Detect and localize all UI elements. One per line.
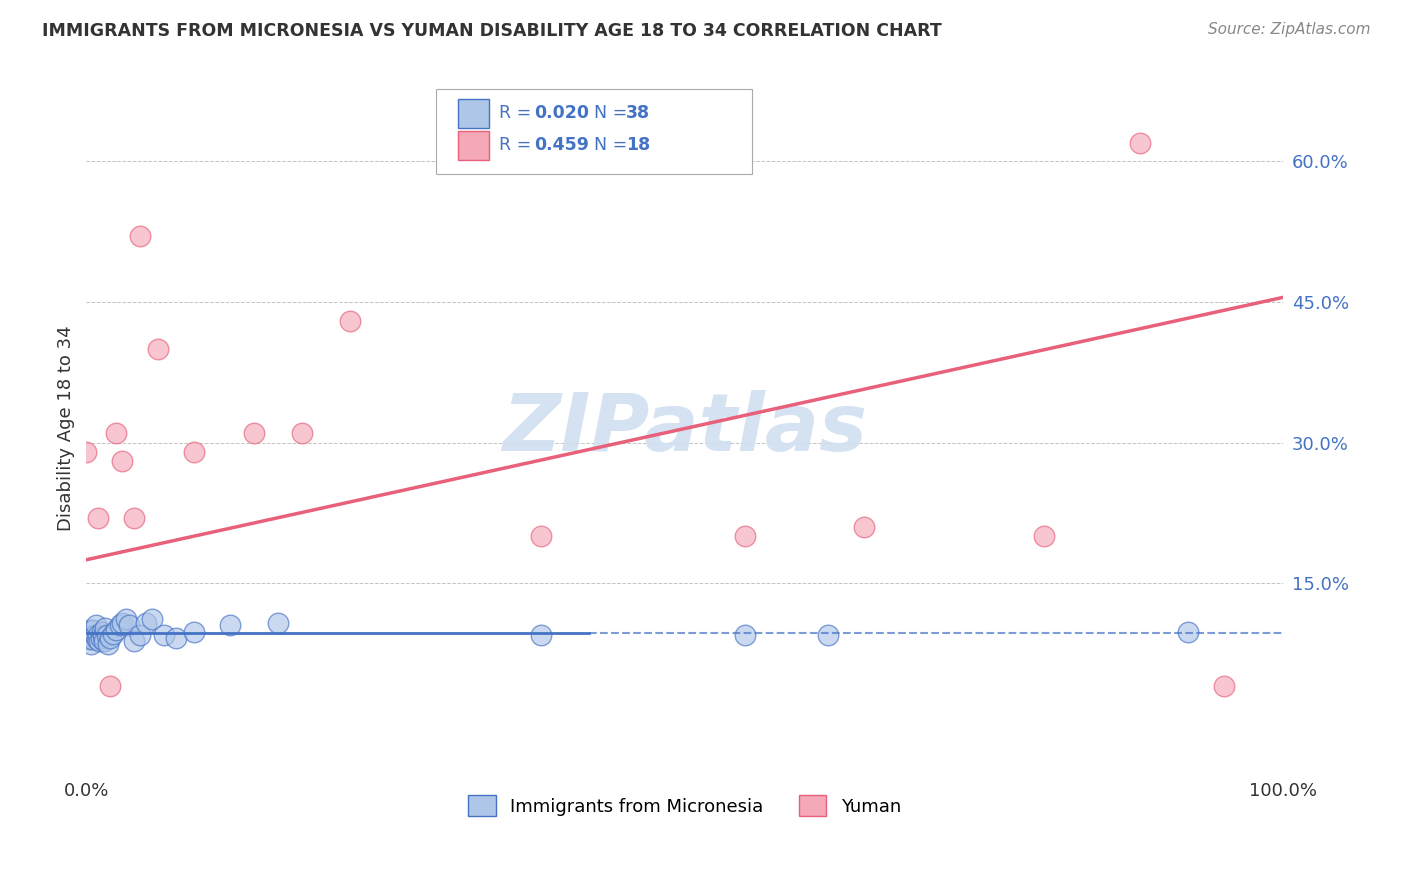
Point [141,612,163,626]
Point [90,631,112,645]
Legend: Immigrants from Micronesia, Yuman: Immigrants from Micronesia, Yuman [461,788,908,823]
Point [853,520,876,534]
Point [114,612,136,626]
Text: ZIPatlas: ZIPatlas [502,390,868,467]
Text: N =: N = [583,136,633,154]
Point [82,632,104,647]
Point [84,618,107,632]
Point [530,628,553,642]
Point [122,634,145,648]
Point [89,634,111,648]
Point [79,623,101,637]
Point [86,632,108,647]
Point [75,445,97,459]
Point [734,529,756,543]
Text: R =: R = [499,104,537,122]
Point [108,618,131,632]
Point [83,628,105,642]
Point [129,628,152,642]
Text: IMMIGRANTS FROM MICRONESIA VS YUMAN DISABILITY AGE 18 TO 34 CORRELATION CHART: IMMIGRANTS FROM MICRONESIA VS YUMAN DISA… [42,22,942,40]
Point [734,628,756,642]
Y-axis label: Disability Age 18 to 34: Disability Age 18 to 34 [58,326,75,532]
Point [1129,136,1152,150]
Point [111,454,134,468]
Point [105,426,128,441]
Point [91,629,114,643]
Text: Source: ZipAtlas.com: Source: ZipAtlas.com [1208,22,1371,37]
Text: R =: R = [499,136,537,154]
Point [530,529,553,543]
Point [98,631,121,645]
Point [129,229,152,244]
Point [111,615,134,630]
Point [97,637,120,651]
Point [339,314,361,328]
Point [267,615,290,630]
Point [165,631,187,645]
Text: 0.020: 0.020 [534,104,589,122]
Point [291,426,314,441]
Text: 18: 18 [626,136,650,154]
Point [82,623,104,637]
Point [77,632,100,647]
Point [122,510,145,524]
Point [1212,679,1234,693]
Point [98,679,121,693]
Point [146,342,169,356]
Point [90,624,112,639]
Point [243,426,266,441]
Point [1177,624,1199,639]
Point [183,445,205,459]
Point [105,623,128,637]
Point [153,628,176,642]
Point [817,628,839,642]
Text: 0.459: 0.459 [534,136,589,154]
Point [94,621,117,635]
Point [219,618,242,632]
Point [118,618,141,632]
Point [183,624,205,639]
Point [135,615,157,630]
Point [80,637,103,651]
Point [101,627,124,641]
Point [96,628,118,642]
Text: 38: 38 [626,104,650,122]
Point [1032,529,1054,543]
Point [87,510,110,524]
Point [93,634,115,648]
Point [75,628,97,642]
Text: N =: N = [583,104,633,122]
Point [87,628,110,642]
